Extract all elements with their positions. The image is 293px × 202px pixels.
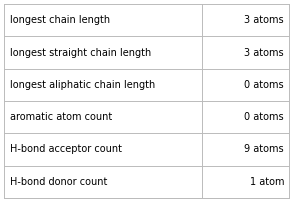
Bar [4, 166, 289, 198]
Bar [4, 101, 289, 133]
Bar [4, 69, 289, 101]
Text: aromatic atom count: aromatic atom count [10, 112, 112, 122]
Text: H-bond donor count: H-bond donor count [10, 177, 107, 187]
Text: H-bond acceptor count: H-bond acceptor count [10, 144, 122, 155]
Text: 1 atom: 1 atom [250, 177, 284, 187]
Bar [4, 36, 289, 69]
Bar [4, 4, 289, 36]
Text: 0 atoms: 0 atoms [244, 112, 284, 122]
Text: 3 atoms: 3 atoms [244, 47, 284, 58]
Text: longest aliphatic chain length: longest aliphatic chain length [10, 80, 155, 90]
Text: longest chain length: longest chain length [10, 15, 110, 25]
Text: 9 atoms: 9 atoms [244, 144, 284, 155]
Text: 0 atoms: 0 atoms [244, 80, 284, 90]
Bar [4, 133, 289, 166]
Text: longest straight chain length: longest straight chain length [10, 47, 151, 58]
Text: 3 atoms: 3 atoms [244, 15, 284, 25]
